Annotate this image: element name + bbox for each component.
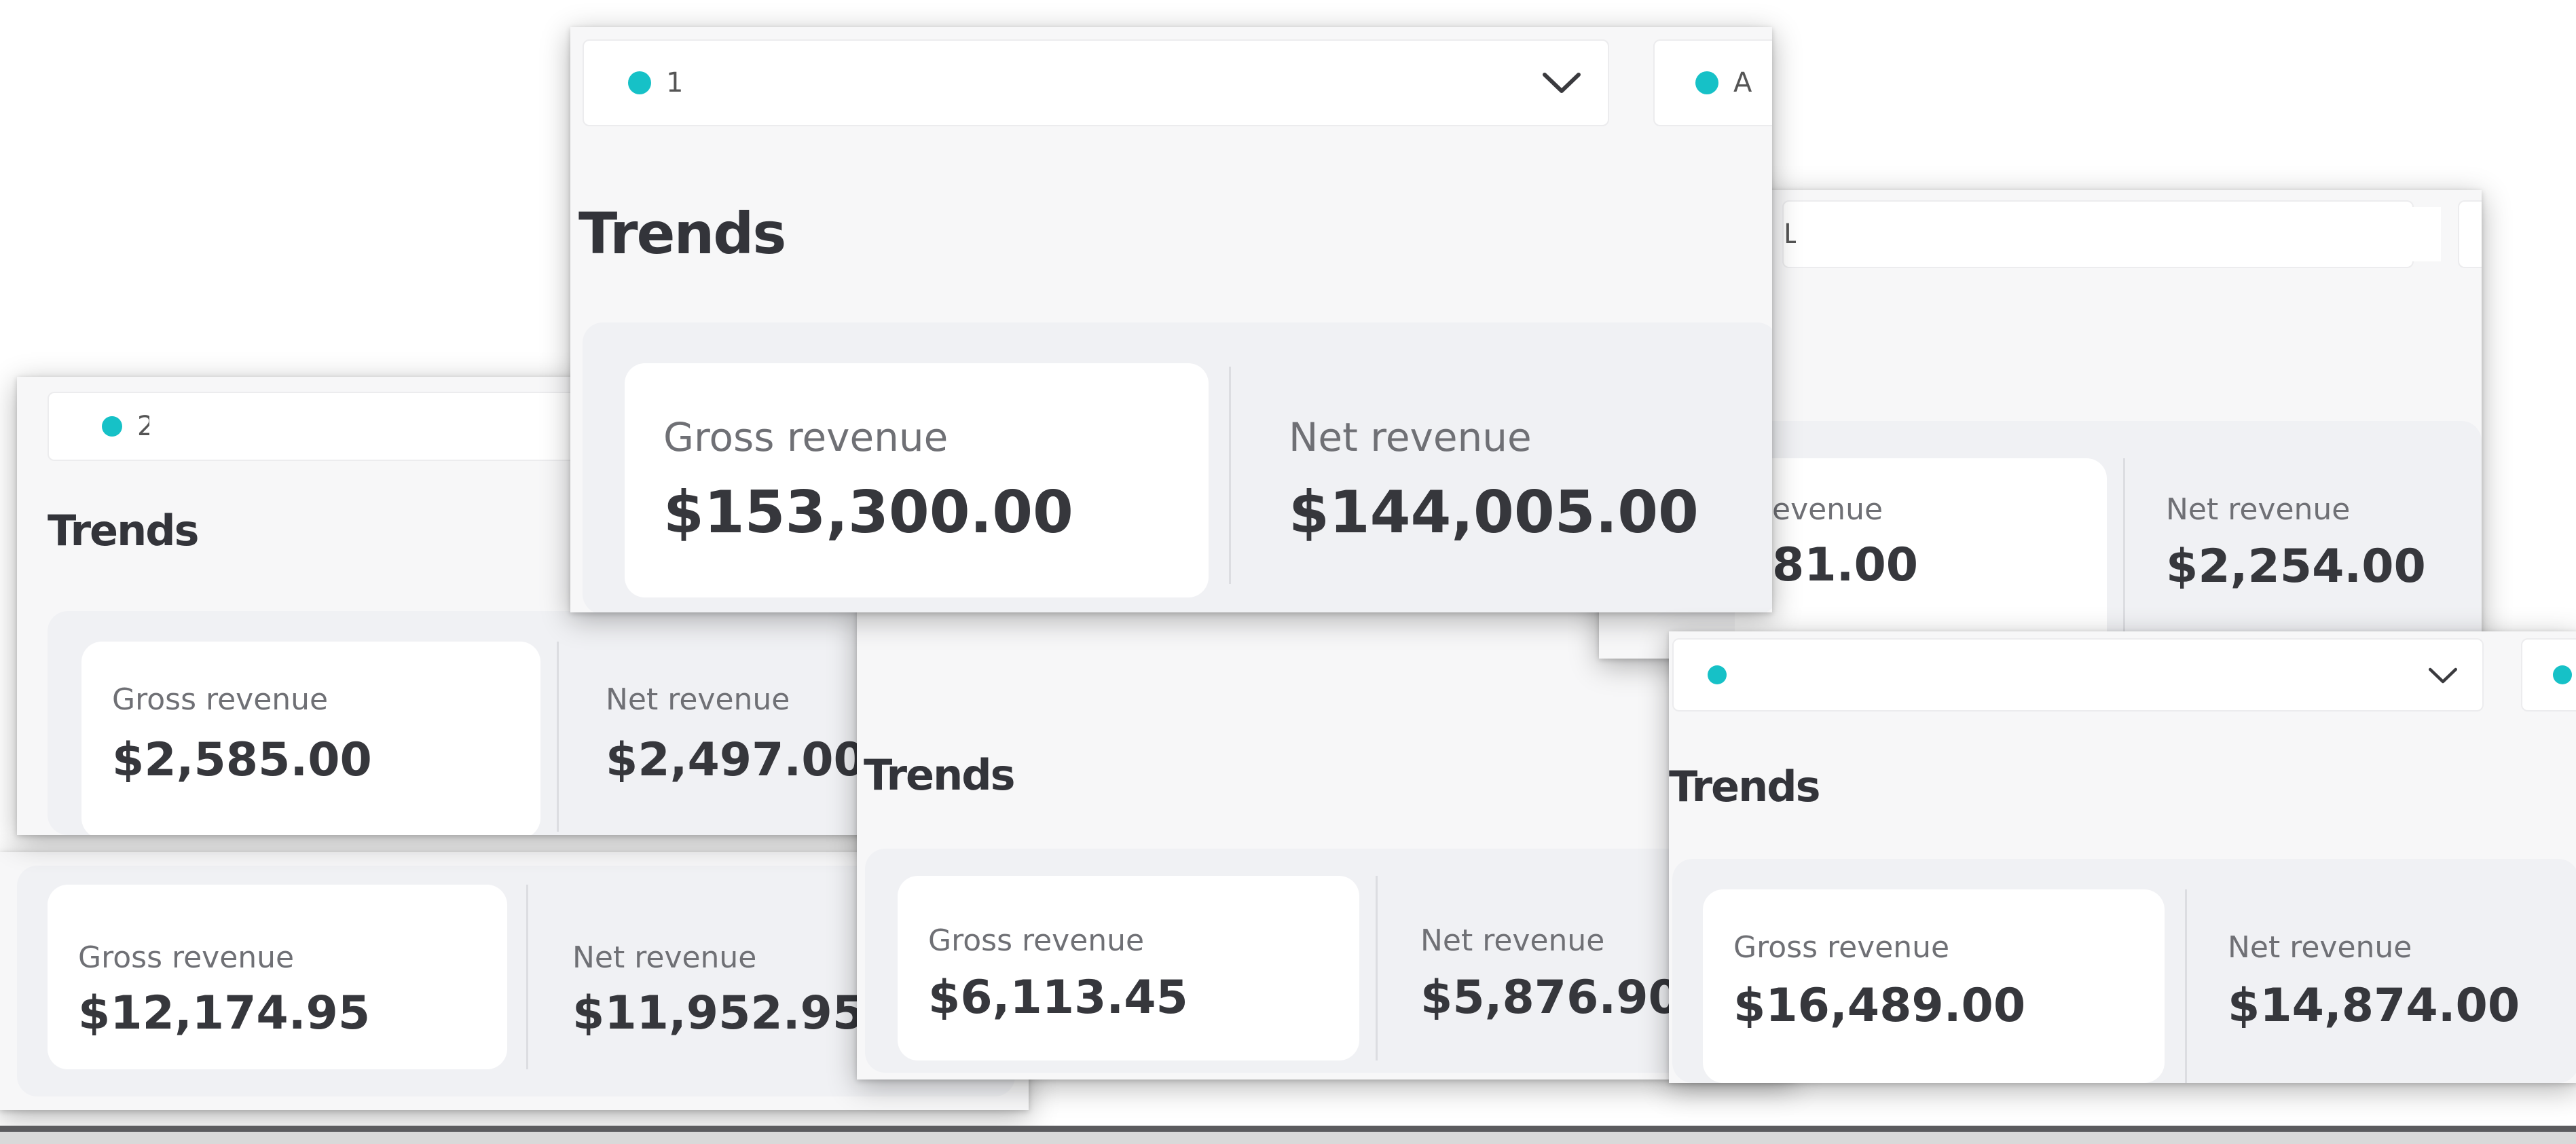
redaction-block xyxy=(1764,642,2416,708)
gross-revenue-label: Gross revenue xyxy=(112,682,329,717)
status-dot-icon xyxy=(1708,665,1727,684)
secondary-selector[interactable] xyxy=(2458,200,2482,268)
net-revenue-label: Net revenue xyxy=(1289,414,1532,460)
trends-panel-3: Trends Gross revenue $6,113.45 Net reven… xyxy=(857,608,1794,1080)
gross-revenue-card: Gross revenue $6,113.45 xyxy=(898,876,1359,1060)
net-revenue-label: Net revenue xyxy=(606,682,790,717)
account-selector-value: 1 xyxy=(666,67,684,98)
trends-heading: Trends xyxy=(1669,762,1821,811)
net-revenue-label: Net revenue xyxy=(2166,492,2351,527)
trends-heading: Trends xyxy=(864,750,1016,800)
status-dot-icon xyxy=(628,71,651,94)
gross-revenue-label: Gross revenue xyxy=(1733,930,1950,965)
revenue-cards: Gross revenue $16,489.00 Net revenue $14… xyxy=(1672,859,2576,1083)
trends-panel-main: 1 A Trends Gross revenue $153,300.00 Net… xyxy=(570,27,1772,612)
net-revenue-label: Net revenue xyxy=(2228,930,2412,965)
net-revenue-value: $11,952.95 xyxy=(572,986,865,1040)
trends-panel-5: Trends Gross revenue $16,489.00 Net reve… xyxy=(1669,631,2576,1083)
chevron-down-icon[interactable] xyxy=(2427,665,2459,686)
gross-revenue-value: 81.00 xyxy=(1772,538,1919,592)
gross-revenue-card: Gross revenue $16,489.00 xyxy=(1703,889,2165,1083)
gross-revenue-label: Gross revenue xyxy=(78,940,295,975)
gross-revenue-value: $6,113.45 xyxy=(928,971,1188,1025)
net-revenue-value: $2,254.00 xyxy=(2166,540,2426,593)
gross-revenue-label: Gross revenue xyxy=(928,923,1145,958)
secondary-selector-value: A xyxy=(1733,67,1752,98)
card-divider xyxy=(2123,458,2125,652)
revenue-cards: Gross revenue $6,113.45 Net revenue $5,8… xyxy=(865,849,1794,1073)
gross-revenue-label: Gross revenue xyxy=(663,414,949,460)
net-revenue-value: $5,876.90 xyxy=(1420,971,1680,1025)
status-dot-icon xyxy=(2553,665,2572,684)
card-divider xyxy=(557,642,559,832)
card-divider xyxy=(2185,889,2187,1083)
trends-heading: Trends xyxy=(578,200,786,267)
card-divider xyxy=(1229,367,1231,584)
gross-revenue-value: $153,300.00 xyxy=(663,479,1073,547)
net-revenue-value: $2,497.00 xyxy=(606,733,866,787)
revenue-cards: Gross revenue $12,174.95 Net revenue $11… xyxy=(17,866,1015,1096)
gross-revenue-card: Gross revenue $153,300.00 xyxy=(625,363,1209,597)
card-divider xyxy=(526,885,528,1069)
gross-revenue-value: $2,585.00 xyxy=(112,733,372,787)
net-revenue-value: $14,874.00 xyxy=(2228,979,2520,1033)
chevron-down-icon[interactable] xyxy=(1541,69,1582,96)
revenue-cards: Gross revenue $153,300.00 Net revenue $1… xyxy=(583,322,1772,612)
secondary-selector[interactable]: A xyxy=(1653,39,1772,126)
gross-revenue-value: $16,489.00 xyxy=(1733,979,2026,1033)
trends-panel-1: 2 Trends Gross revenue $2,585.00 Net rev… xyxy=(17,377,893,835)
redaction-block xyxy=(149,397,560,458)
secondary-selector[interactable] xyxy=(2521,638,2576,712)
bottom-border-shadow xyxy=(0,1132,2576,1144)
gross-revenue-card: evenue 81.00 xyxy=(1735,458,2107,655)
gross-revenue-card: Gross revenue $2,585.00 xyxy=(81,642,540,835)
net-revenue-value: $144,005.00 xyxy=(1289,479,1699,547)
account-selector[interactable]: 1 xyxy=(583,39,1609,126)
net-revenue-label: Net revenue xyxy=(1420,923,1605,958)
trends-heading: Trends xyxy=(48,506,200,555)
revenue-cards: Gross revenue $2,585.00 Net revenue $2,4… xyxy=(48,611,893,835)
gross-revenue-card: Gross revenue $12,174.95 xyxy=(48,885,507,1069)
redaction-block xyxy=(1796,207,2441,261)
card-divider xyxy=(1376,876,1378,1060)
gross-revenue-label: evenue xyxy=(1772,492,1883,527)
gross-revenue-value: $12,174.95 xyxy=(78,986,371,1040)
revenue-cards: evenue 81.00 Net revenue $2,254.00 xyxy=(1735,421,2482,659)
status-dot-icon xyxy=(102,416,122,437)
net-revenue-label: Net revenue xyxy=(572,940,757,975)
status-dot-icon xyxy=(1695,71,1718,94)
bottom-border xyxy=(0,1126,2576,1132)
